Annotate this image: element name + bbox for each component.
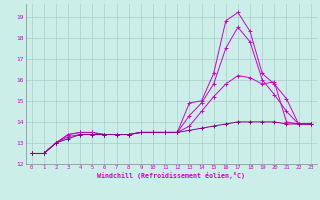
X-axis label: Windchill (Refroidissement éolien,°C): Windchill (Refroidissement éolien,°C) <box>97 172 245 179</box>
